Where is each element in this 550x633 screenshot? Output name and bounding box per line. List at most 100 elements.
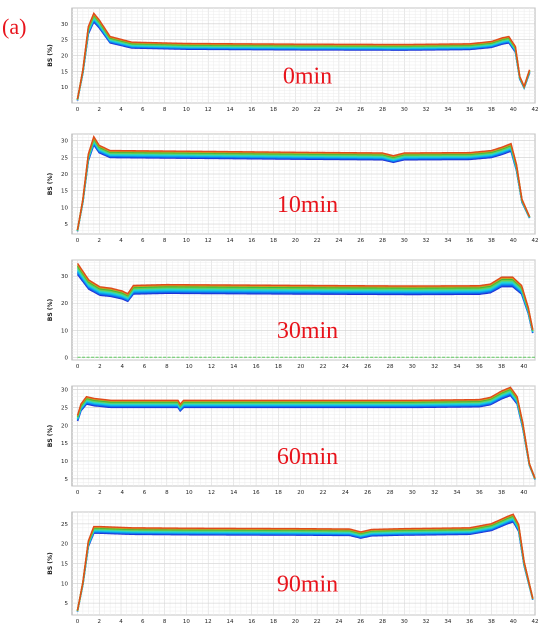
- x-tick-label: 32: [431, 364, 438, 370]
- x-tick-label: 4: [119, 619, 123, 625]
- x-tick-label: 6: [143, 364, 147, 370]
- x-tick-label: 26: [364, 364, 371, 370]
- time-annotation: 90min: [277, 572, 338, 598]
- x-tick-label: 38: [488, 238, 495, 244]
- x-tick-label: 20: [292, 619, 299, 625]
- x-tick-label: 2: [97, 619, 101, 625]
- y-tick-label: 10: [61, 581, 68, 587]
- x-tick-label: 10: [183, 107, 190, 113]
- x-tick-label: 18: [270, 619, 277, 625]
- x-tick-label: 8: [163, 619, 167, 625]
- x-tick-label: 40: [510, 619, 517, 625]
- x-tick-label: 24: [342, 364, 349, 370]
- y-axis-label: BS (%): [47, 425, 54, 448]
- x-tick-label: 24: [335, 619, 342, 625]
- x-tick-label: 34: [444, 619, 451, 625]
- x-tick-label: 12: [208, 490, 215, 496]
- x-tick-label: 30: [401, 619, 408, 625]
- plot-area: [71, 259, 536, 361]
- y-tick-label: 5: [65, 601, 69, 607]
- x-tick-label: 4: [119, 238, 123, 244]
- x-tick-label: 0: [76, 490, 80, 496]
- x-tick-label: 22: [320, 364, 327, 370]
- series-curve: [76, 264, 534, 331]
- x-tick-label: 0: [76, 107, 80, 113]
- y-axis-label: BS (%): [47, 44, 54, 67]
- series-curve: [76, 269, 534, 332]
- x-tick-label: 4: [119, 107, 123, 113]
- series-curve: [76, 262, 534, 330]
- series-curve: [76, 135, 531, 231]
- x-tick-label: 12: [205, 107, 212, 113]
- series-curve: [76, 386, 536, 479]
- y-tick-label: 15: [61, 69, 68, 75]
- y-tick-label: 5: [65, 222, 69, 228]
- x-tick-label: 20: [292, 107, 299, 113]
- x-tick-label: 32: [431, 490, 438, 496]
- x-tick-label: 32: [423, 619, 430, 625]
- x-tick-label: 8: [163, 238, 167, 244]
- x-tick-label: 30: [401, 238, 408, 244]
- chart-panel-30min: 0 2 4 6 8 10 12 14 16 18 20 22 24 26 28 30 32 34 36 38 40010…: [47, 259, 536, 370]
- series-curve: [76, 387, 536, 479]
- y-tick-label: 15: [61, 441, 68, 447]
- x-tick-label: 34: [444, 107, 451, 113]
- y-tick-label: 25: [61, 38, 68, 44]
- x-tick-label: 20: [297, 364, 304, 370]
- x-tick-label: 0: [76, 364, 80, 370]
- x-tick-label: 38: [488, 107, 495, 113]
- x-tick-label: 18: [275, 364, 282, 370]
- x-tick-label: 16: [248, 619, 255, 625]
- x-tick-label: 34: [453, 364, 460, 370]
- x-tick-label: 34: [444, 238, 451, 244]
- x-tick-label: 14: [230, 490, 237, 496]
- x-tick-label: 4: [120, 490, 124, 496]
- x-tick-label: 22: [314, 619, 321, 625]
- y-tick-label: 10: [61, 459, 68, 465]
- series-curve: [76, 134, 531, 231]
- time-annotation: 60min: [277, 444, 338, 470]
- x-tick-label: 2: [97, 107, 101, 113]
- x-tick-label: 30: [409, 490, 416, 496]
- x-tick-label: 42: [532, 619, 539, 625]
- y-axis-label: BS (%): [47, 552, 54, 575]
- series-curve: [76, 273, 534, 334]
- y-tick-label: 0: [65, 355, 69, 361]
- y-axis-label: BS (%): [47, 173, 54, 196]
- x-tick-label: 26: [357, 107, 364, 113]
- x-tick-label: 36: [466, 107, 473, 113]
- time-annotation: 10min: [277, 192, 338, 218]
- series-curve: [76, 514, 534, 611]
- x-tick-label: 8: [165, 364, 169, 370]
- y-tick-label: 5: [65, 477, 69, 483]
- x-tick-label: 42: [532, 107, 539, 113]
- chart-panel-0min: 0 2 4 6 8 10 12 14 16 18 20 22 24 26 28 30 32 34 36 38 40 421…: [47, 7, 539, 113]
- x-tick-label: 38: [498, 490, 505, 496]
- x-tick-label: 36: [476, 490, 483, 496]
- x-tick-label: 18: [275, 490, 282, 496]
- y-tick-label: 10: [61, 85, 68, 91]
- x-tick-label: 38: [488, 619, 495, 625]
- series-curve: [76, 272, 534, 333]
- y-axis-label: BS (%): [47, 299, 54, 322]
- x-tick-label: 24: [342, 490, 349, 496]
- x-tick-label: 18: [270, 238, 277, 244]
- x-tick-label: 0: [76, 238, 80, 244]
- x-tick-label: 30: [409, 364, 416, 370]
- x-tick-label: 10: [186, 490, 193, 496]
- y-tick-label: 20: [61, 542, 68, 548]
- x-tick-label: 26: [357, 619, 364, 625]
- x-tick-label: 28: [379, 238, 386, 244]
- y-tick-label: 25: [61, 522, 68, 528]
- x-tick-label: 28: [386, 490, 393, 496]
- x-tick-label: 14: [230, 364, 237, 370]
- series-curve: [76, 265, 534, 331]
- x-tick-label: 40: [520, 490, 527, 496]
- x-tick-label: 40: [510, 107, 517, 113]
- x-tick-label: 18: [270, 107, 277, 113]
- series-curve: [76, 513, 534, 611]
- y-tick-label: 30: [61, 139, 68, 145]
- x-tick-label: 6: [141, 619, 145, 625]
- x-tick-label: 22: [314, 107, 321, 113]
- x-tick-label: 2: [98, 490, 102, 496]
